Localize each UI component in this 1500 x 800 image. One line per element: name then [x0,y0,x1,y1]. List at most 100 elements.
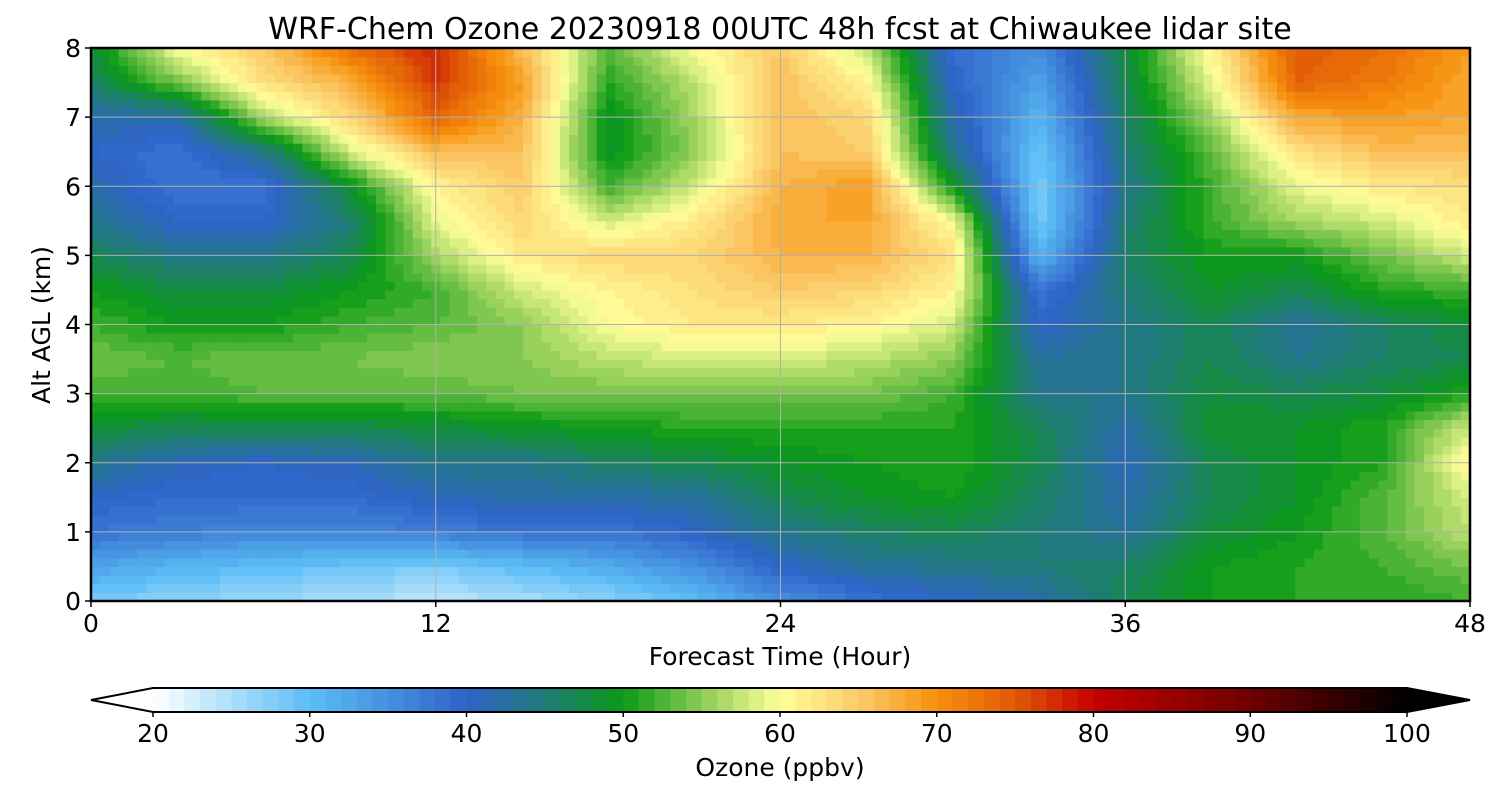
heatmap-cell [918,341,929,352]
heatmap-cell [725,480,736,490]
heatmap-cell [1212,402,1223,412]
heatmap-cell [1037,350,1048,360]
heatmap-cell [357,393,368,403]
heatmap-cell [1203,402,1214,412]
heatmap-cell [532,540,543,550]
heatmap-cell [477,419,487,429]
heatmap-cell [1157,428,1168,438]
heatmap-cell [385,315,395,326]
heatmap-cell [881,341,892,352]
heatmap-cell [1175,480,1186,490]
heatmap-cell [440,333,451,343]
heatmap-cell [541,419,552,429]
heatmap-cell [1332,583,1342,593]
heatmap-cell [1368,436,1379,447]
heatmap-cell [293,445,304,455]
heatmap-cell [615,367,625,377]
heatmap-cell [945,488,956,498]
heatmap-cell [550,592,561,601]
heatmap-cell [771,315,782,326]
heatmap-cell [311,315,322,326]
heatmap-cell [238,514,248,524]
heatmap-cell [256,514,267,524]
heatmap-cell [808,341,818,352]
heatmap-cell [854,557,864,568]
heatmap-cell [467,592,478,601]
heatmap-cell [366,592,377,601]
heatmap-cell [771,454,782,464]
heatmap-cell [909,583,919,593]
heatmap-cell [449,324,460,334]
heatmap-cell [366,359,377,369]
heatmap-cell [927,566,938,576]
heatmap-cell [274,350,285,360]
heatmap-cell [173,307,184,317]
heatmap-cell [238,419,248,429]
heatmap-cell [1313,324,1324,334]
heatmap-cell [302,488,313,498]
heatmap-cell [238,471,248,481]
heatmap-cell [716,575,726,585]
heatmap-cell [1240,592,1250,601]
heatmap-cell [1111,566,1122,576]
heatmap-cell [918,419,929,429]
heatmap-cell [559,410,570,421]
heatmap-cell [1037,393,1048,403]
heatmap-cell [1350,384,1361,395]
heatmap-cell [238,505,248,516]
heatmap-cell [881,384,892,395]
heatmap-cell [1433,333,1444,343]
heatmap-cell [1249,376,1260,386]
heatmap-cell [192,410,202,421]
heatmap-cell [936,436,947,447]
heatmap-cell [182,566,193,576]
heatmap-cell [1387,367,1398,377]
heatmap-cell [1313,531,1324,542]
heatmap-cell [1332,324,1342,334]
heatmap-cell [587,341,598,352]
heatmap-cell [1276,419,1287,429]
heatmap-cell [339,575,350,585]
heatmap-cell [955,333,965,343]
heatmap-cell [385,454,395,464]
heatmap-cell [311,523,322,533]
heatmap-cell [752,376,763,386]
heatmap-cell [1322,557,1333,568]
heatmap-cell [247,557,258,568]
heatmap-cell [486,514,497,524]
heatmap-cell [1286,557,1296,568]
heatmap-cell [1185,514,1195,524]
heatmap-cell [1433,497,1444,507]
heatmap-cell [274,376,285,386]
heatmap-cell [1332,402,1342,412]
heatmap-cell [697,575,708,585]
heatmap-cell [311,592,322,601]
heatmap-cell [1010,315,1021,326]
heatmap-cell [302,333,313,343]
heatmap-cell [1157,566,1168,576]
heatmap-cell [467,497,478,507]
heatmap-cell [1093,393,1103,403]
heatmap-cell [688,402,699,412]
heatmap-cell [1001,592,1011,601]
heatmap-cell [247,333,258,343]
heatmap-cell [670,531,680,542]
heatmap-cell [256,462,267,472]
heatmap-cell [91,583,101,593]
heatmap-cell [945,505,956,516]
heatmap-cell [1424,531,1434,542]
heatmap-cell [1028,445,1039,455]
heatmap-cell [1350,497,1361,507]
heatmap-cell [274,393,285,403]
heatmap-cell [835,315,846,326]
heatmap-cell [1047,428,1057,438]
heatmap-cell [541,359,552,369]
heatmap-cell [477,402,487,412]
heatmap-cell [467,583,478,593]
heatmap-cell [118,410,129,421]
heatmap-cell [752,367,763,377]
heatmap-cell [615,575,625,585]
heatmap-cell [1010,367,1021,377]
heatmap-cell [136,419,147,429]
heatmap-cell [1258,384,1269,395]
